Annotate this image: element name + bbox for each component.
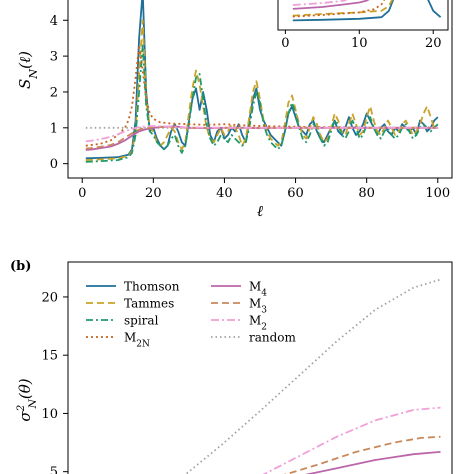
panel-a-y-tick-label-1: 1: [50, 121, 58, 136]
panel-a-series-m-4: [85, 125, 438, 151]
panel-b-series-m-2: [262, 406, 441, 474]
panel-b-series-m-4: [304, 451, 441, 474]
panel-a-series-m-2n: [85, 44, 438, 147]
panel-b: (b) 5 10 15 20 σ2N(θ) Thomson Tammes spiral M2…: [10, 259, 453, 474]
panel-a-y-tick-label-4: 4: [50, 14, 58, 29]
panel-a-series-spiral: [85, 44, 439, 163]
panel-a-series-thomson: [85, 0, 439, 160]
panel-b-ticks: 5 10 15 20: [41, 290, 68, 474]
legend-label-random: random: [249, 331, 297, 345]
panel-b-y-tick-label-20: 20: [41, 290, 58, 305]
legend-entry-m-2n: M2N: [86, 331, 150, 350]
legend-label-thomson: Thomson: [124, 280, 180, 294]
legend-entry-thomson: Thomson: [86, 280, 180, 294]
legend-entry-random: random: [211, 331, 297, 345]
panel-b-series-m-3: [283, 435, 441, 474]
legend-entry-m-2: M2: [211, 314, 267, 333]
legend-entry-tammes: Tammes: [86, 297, 174, 311]
panel-b-series-random: [184, 278, 441, 474]
panel-a-y-tick-label-2: 2: [50, 85, 58, 100]
panel-b-y-tick-label-15: 15: [41, 349, 58, 364]
panel-a-x-tick-label-80: 80: [358, 186, 375, 201]
inset-series-tammes: [292, 0, 393, 17]
legend-label-spiral: spiral: [124, 314, 159, 328]
legend-label-m-2n: M2N: [124, 331, 150, 350]
panel-b-y-axis-label: σ2N(θ): [15, 378, 39, 421]
panel-a-frame: [67, 0, 453, 179]
panel-a-y-tick-label-3: 3: [50, 50, 58, 65]
legend-label-tammes: Tammes: [124, 297, 174, 311]
panel-a-x-tick-label-20: 20: [145, 186, 162, 201]
inset-series: [292, 0, 442, 22]
panel-a-y-tick-label-0: 0: [50, 157, 58, 172]
inset-frame: [277, 0, 449, 31]
panel-a-x-tick-label-100: 100: [425, 186, 450, 201]
legend-label-m-4: M4: [249, 280, 267, 299]
panel-a-series: [85, 0, 439, 163]
legend-entry-m-3: M3: [211, 297, 267, 316]
panel-a-y-axis-label: SN(ℓ): [16, 51, 40, 89]
panel-b-series: [184, 278, 441, 474]
legend-label-m-3: M3: [249, 297, 267, 316]
panel-a-x-tick-label-60: 60: [287, 186, 304, 201]
panel-a-x-tick-label-0: 0: [78, 186, 86, 201]
inset-x-tick-label-10: 10: [351, 36, 368, 51]
legend-label-m-2: M2: [249, 314, 267, 333]
panel-b-frame: [67, 261, 453, 474]
inset-x-tick-label-20: 20: [425, 36, 442, 51]
legend-entry-m-4: M4: [211, 280, 267, 299]
inset-series-m-4: [292, 0, 370, 10]
panel-b-y-tick-label-5: 5: [50, 465, 58, 474]
inset-series-thomson: [292, 0, 442, 22]
inset-x-tick-label-0: 0: [281, 36, 289, 51]
legend-entry-spiral: spiral: [86, 314, 159, 328]
panel-b-tag: (b): [10, 259, 31, 274]
panel-a-x-axis-label: ℓ: [257, 202, 263, 220]
panel-a: 0 10 20 0 20 40 60 80 100 0 1 2 3 4 ℓ SN(ℓ): [16, 0, 453, 220]
inset-ticks: 0 10 20: [281, 30, 441, 51]
panel-b-y-tick-label-10: 10: [41, 407, 58, 422]
panel-a-x-tick-label-40: 40: [216, 186, 233, 201]
